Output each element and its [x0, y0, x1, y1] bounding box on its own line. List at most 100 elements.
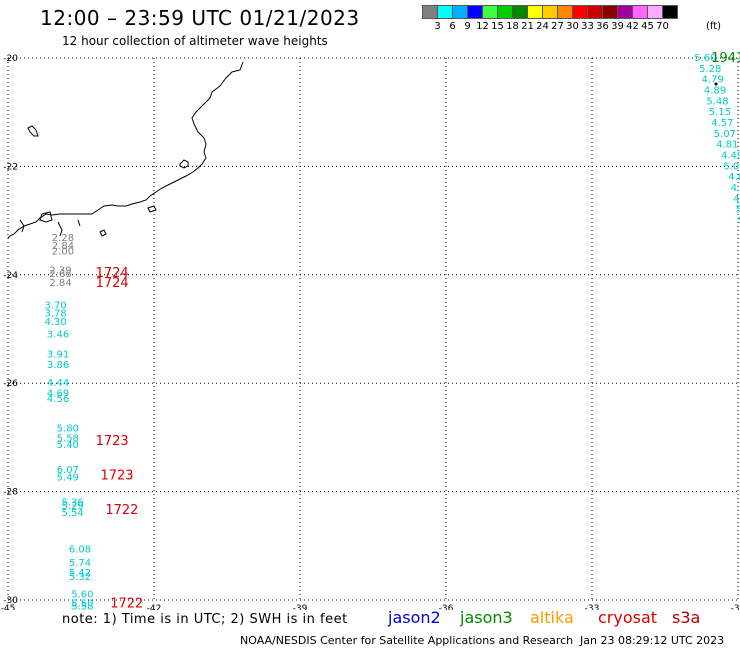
island	[99, 229, 107, 237]
y-tick-label: -22	[3, 162, 18, 172]
island	[147, 205, 157, 213]
swh-value-label: 3.86	[47, 360, 69, 371]
swh-value-label: 5.28	[699, 64, 721, 75]
generated-timestamp: Jan 23 08:29:12 UTC 2023	[580, 634, 725, 647]
scale-tick-label: 18	[506, 21, 519, 32]
swh-value-label: 5.	[738, 216, 740, 227]
axis-tick-labels: -45 -42 -39 -36 -33 -30 -20 -22 -24 -26 -28 -30	[1, 54, 740, 610]
swh-value-label: 5.40	[57, 440, 79, 451]
x-tick-label: -42	[147, 604, 162, 610]
footer-note: note: 1) Time is in UTC; 2) SWH is in fe…	[62, 612, 348, 627]
swh-value-label: 5.	[736, 205, 740, 216]
satellite-cryosat: cryosat	[598, 608, 658, 627]
satellite-jason2: jason2	[388, 608, 441, 627]
swh-value-label: 4.79	[702, 75, 724, 86]
swh-value-label: 5.54	[62, 508, 84, 519]
satellite-jason3: jason3	[460, 608, 513, 627]
swh-value-label: 5.15	[709, 107, 731, 118]
swh-value-label: 5.48	[706, 96, 728, 107]
scale-tick-label: 21	[521, 21, 534, 32]
island	[39, 211, 53, 223]
swh-value-label: 5.32	[69, 572, 91, 583]
swh-value-label: 5.49	[57, 472, 79, 483]
scale-tick-label: 6	[449, 21, 456, 32]
pass-time-label: 1723	[96, 434, 129, 449]
scale-tick-label: 30	[566, 21, 579, 32]
swh-value-label: 6.08	[69, 545, 91, 556]
y-tick-label: -30	[3, 596, 18, 606]
island	[27, 125, 39, 137]
swh-value-label: 4.88	[728, 172, 740, 183]
y-tick-label: -24	[3, 271, 18, 281]
pass-time-label: 1941	[711, 51, 740, 66]
map-grid	[7, 57, 739, 601]
pass-time-label: 1724	[96, 266, 129, 281]
swh-value-label: 3.70	[45, 301, 67, 312]
swh-value-label: 2.28	[52, 233, 74, 244]
scale-tick-label: 33	[581, 21, 594, 32]
swh-value-label: 4.96	[731, 183, 740, 194]
pass-time-label: 1722	[110, 597, 143, 610]
scale-tick-label: 39	[611, 21, 624, 32]
swh-value-label: 3.78	[45, 309, 67, 320]
color-scale-labels: 3 6 9 12 15 18 21 24 27 30 33 36 39 42 45 70	[422, 19, 677, 33]
color-scale-swatches	[422, 5, 678, 19]
swh-value-label: 5.50	[71, 599, 93, 610]
swh-value-label: 5.80	[57, 424, 79, 435]
swh-value-label: 2.84	[52, 241, 74, 252]
scale-tick-label: 36	[596, 21, 609, 32]
marker-dot	[714, 82, 718, 86]
scale-tick-label: 15	[491, 21, 504, 32]
scale-swatch	[662, 5, 678, 19]
satellite-s3a: s3a	[672, 608, 701, 627]
scale-unit-label: (ft)	[706, 21, 722, 32]
swh-value-label: 5.60	[71, 589, 93, 600]
pass-time-label: 1724	[96, 276, 129, 291]
scale-tick-label: 45	[641, 21, 654, 32]
swh-value-label: 5.42	[69, 568, 91, 579]
swh-value-label: 5.07	[714, 129, 736, 140]
y-tick-label: -28	[3, 488, 18, 498]
x-tick-label: -39	[293, 604, 308, 610]
swh-value-label: 5.36	[62, 497, 84, 508]
swh-value-label: 4.6	[733, 194, 740, 205]
pass-time-label: 1722	[105, 503, 138, 518]
swh-value-label: 2.66	[49, 269, 71, 280]
wave-height-map: 2.282.842.002.392.662.843.703.784.303.46…	[1, 51, 740, 610]
scale-tick-label: 12	[476, 21, 489, 32]
scale-tick-label: 42	[626, 21, 639, 32]
x-tick-label: -36	[439, 604, 454, 610]
swh-value-label: 4.49	[721, 150, 740, 161]
map-subtitle: 12 hour collection of altimeter wave hei…	[62, 34, 328, 48]
swh-value-label: 4.57	[711, 118, 733, 129]
swh-value-label: 5.00	[723, 161, 740, 172]
swh-value-label: 4.69	[47, 388, 69, 399]
swh-value-label: 2.39	[49, 265, 71, 276]
swh-track-values: 2.282.842.002.392.662.843.703.784.303.46…	[45, 53, 740, 610]
x-tick-label: -45	[1, 604, 16, 610]
credit-line: NOAA/NESDIS Center for Satellite Applica…	[240, 634, 574, 647]
scale-tick-label: 3	[434, 21, 441, 32]
scale-tick-label: 24	[536, 21, 549, 32]
swh-value-label: 4.89	[704, 85, 726, 96]
swh-value-label: 5.74	[69, 558, 91, 569]
coastline	[7, 61, 244, 239]
swh-value-label: 4.44	[47, 378, 69, 389]
swh-value-label: 4.30	[45, 317, 67, 328]
x-tick-label: -33	[585, 604, 600, 610]
swh-value-label: 4.56	[47, 394, 69, 405]
inland-feature	[19, 219, 81, 237]
coastline-bay	[179, 159, 189, 169]
swh-value-label: 4.81	[716, 140, 738, 151]
scale-tick-label: 9	[464, 21, 471, 32]
swh-value-label: 2.00	[52, 246, 74, 257]
scale-tick-label: 27	[551, 21, 564, 32]
swh-value-label: 3.46	[47, 329, 69, 340]
pass-time-label: 1723	[100, 468, 133, 483]
swh-value-label: 5.58	[71, 601, 93, 610]
y-tick-label: -26	[3, 379, 18, 389]
swh-value-label: 3.91	[47, 349, 69, 360]
swh-value-label: 6.07	[57, 465, 79, 476]
swh-value-label: 5.29	[62, 501, 84, 512]
swh-value-label: 2.84	[49, 278, 71, 289]
